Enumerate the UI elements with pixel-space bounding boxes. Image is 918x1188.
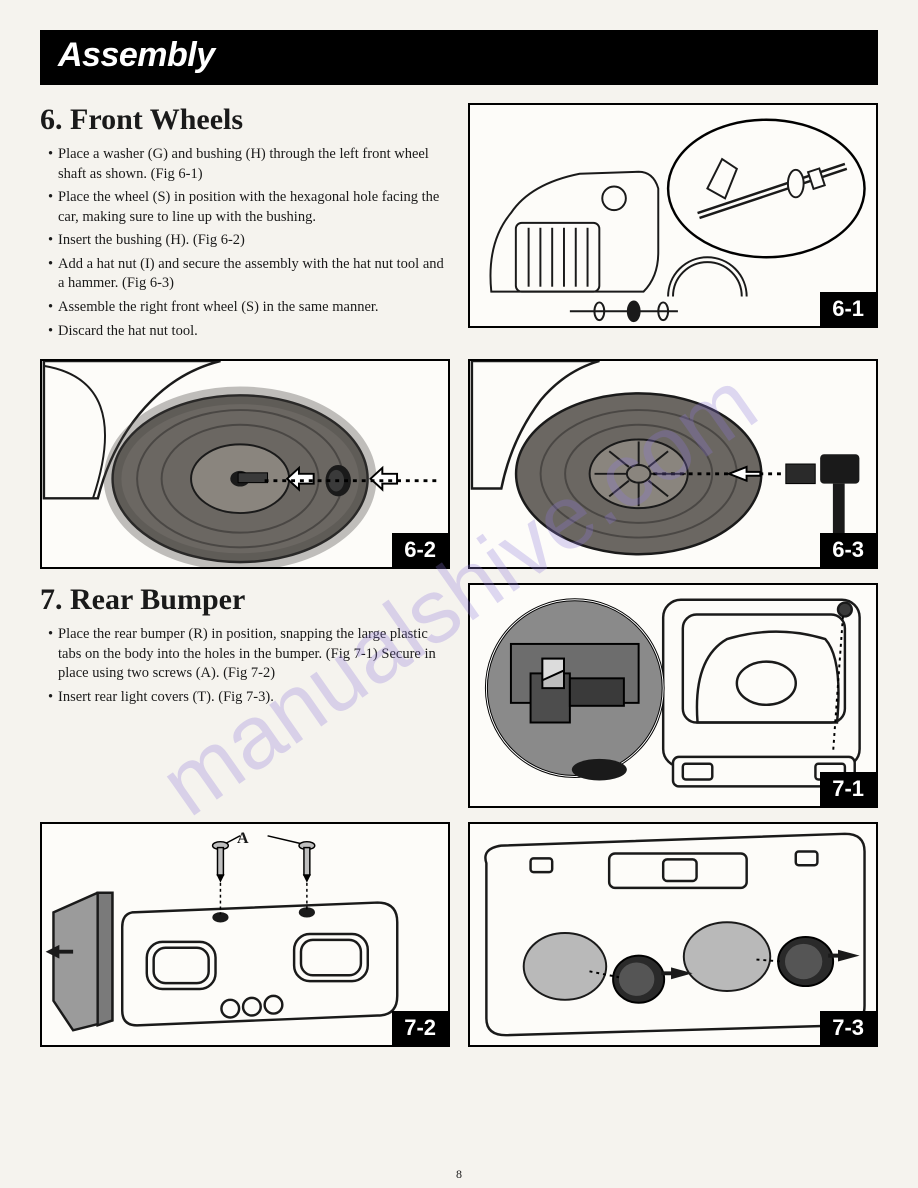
figure-6-2: 6-2: [40, 359, 450, 569]
list-item: Insert the bushing (H). (Fig 6-2): [48, 231, 450, 251]
list-item: Assemble the right front wheel (S) in th…: [48, 298, 450, 318]
list-item: Place a washer (G) and bushing (H) throu…: [48, 145, 450, 184]
figure-label: 6-1: [820, 292, 876, 326]
figure-6-3: 6-3: [468, 359, 878, 569]
list-item: Place the rear bumper (R) in position, s…: [48, 625, 450, 684]
figure-label: 7-3: [820, 1011, 876, 1045]
page-number: 8: [456, 1167, 462, 1182]
list-item: Add a hat nut (I) and secure the assembl…: [48, 255, 450, 294]
section-header: Assembly: [40, 30, 878, 85]
list-item: Place the wheel (S) in position with the…: [48, 188, 450, 227]
section-7-text: 7. Rear Bumper Place the rear bumper (R)…: [40, 583, 450, 711]
list-item: Insert rear light covers (T). (Fig 7-3).: [48, 688, 450, 708]
section-6-heading: 6. Front Wheels: [40, 103, 450, 137]
section-7-bullets: Place the rear bumper (R) in position, s…: [40, 625, 450, 707]
section-title: Assembly: [58, 36, 860, 75]
figure-7-1: 7-1: [468, 583, 878, 808]
figure-label: 7-2: [392, 1011, 448, 1045]
section-6-text: 6. Front Wheels Place a washer (G) and b…: [40, 103, 450, 345]
figure-label: 7-1: [820, 772, 876, 806]
figure-7-3: 7-3: [468, 822, 878, 1047]
figure-6-1: 6-1: [468, 103, 878, 328]
list-item: Discard the hat nut tool.: [48, 322, 450, 342]
figure-label: 6-2: [392, 533, 448, 567]
figure-7-2: A: [40, 822, 450, 1047]
section-7-heading: 7. Rear Bumper: [40, 583, 450, 617]
screw-label-a: A: [237, 830, 249, 848]
section-6-bullets: Place a washer (G) and bushing (H) throu…: [40, 145, 450, 341]
figure-label: 6-3: [820, 533, 876, 567]
